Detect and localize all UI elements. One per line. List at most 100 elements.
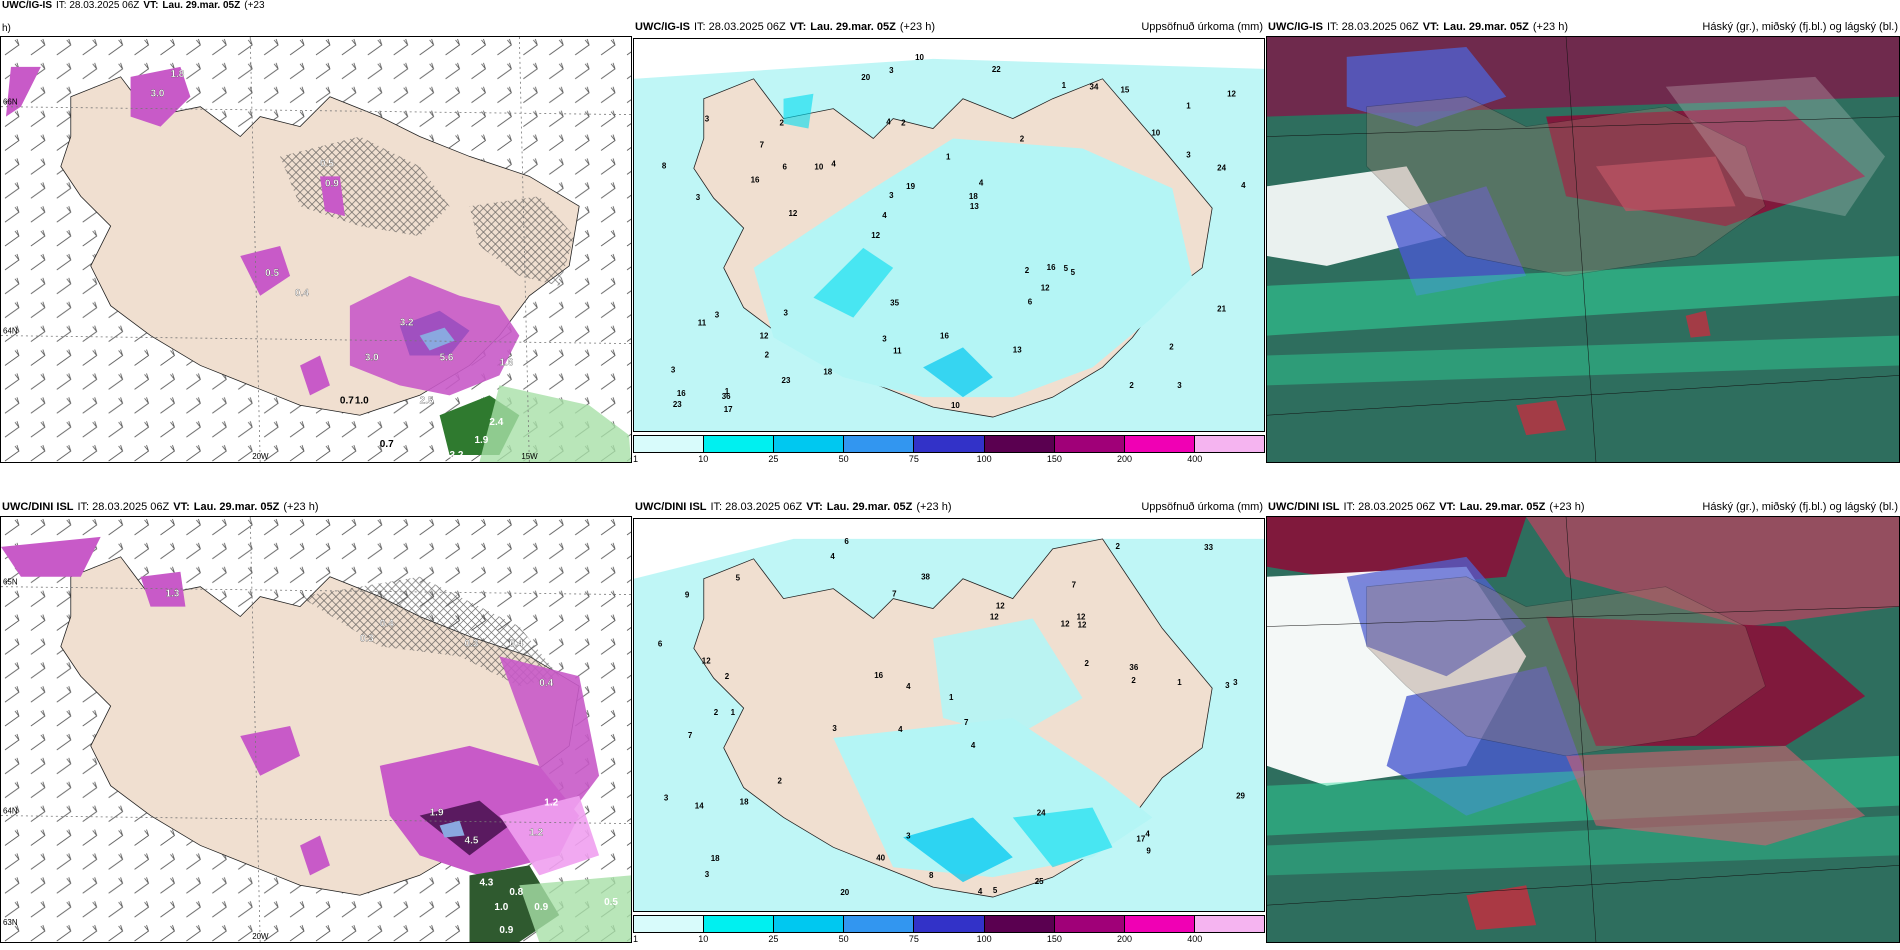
valid-time: Lau. 29.mar. 05Z <box>826 501 913 513</box>
map-canvas[interactable]: 3.0 1.8 0.5 0.9 0.5 0.4 3.0 3.2 5.6 1.6 … <box>0 36 632 463</box>
legend-tick-label: 150 <box>1046 454 1062 464</box>
legend-tick-label: 75 <box>908 454 919 464</box>
lon-label: 20W <box>252 932 269 941</box>
snow-value-label: 0.7 <box>340 395 354 406</box>
legend-swatch <box>984 916 1055 932</box>
lead-time: (+23 h) <box>899 21 936 33</box>
precip-value-label: 7 <box>964 718 969 727</box>
precip-value-label: 7 <box>688 731 693 740</box>
precip-value-label: 5 <box>736 574 741 583</box>
precip-value-label: 17 <box>724 405 733 414</box>
precip-value-label: 12 <box>1078 620 1087 629</box>
valid-label: VT: <box>173 501 190 513</box>
issue-time: IT: 28.03.2025 06Z <box>1343 501 1436 513</box>
map-canvas[interactable] <box>1266 36 1900 463</box>
snow-value-label: 0.8 <box>509 887 523 898</box>
precip-value-label: 16 <box>940 331 949 340</box>
snow-value-label: 1.0 <box>355 395 369 406</box>
legend-swatch <box>774 436 845 452</box>
legend-tick-label: 100 <box>976 934 992 944</box>
precip-value-label: 22 <box>992 65 1001 74</box>
precip-value-label: 6 <box>783 162 788 171</box>
precip-value-label: 2 <box>778 777 783 786</box>
legend-swatch <box>1124 436 1195 452</box>
precip-value-label: 10 <box>814 162 823 171</box>
precip-value-label: 18 <box>740 798 749 807</box>
lon-label: 15W <box>521 452 538 461</box>
precip-value-label: 12 <box>871 231 880 240</box>
issue-time: IT: 28.03.2025 06Z <box>710 501 803 513</box>
precip-value-label: 2 <box>1085 659 1090 668</box>
lat-label: 64N <box>3 327 18 336</box>
panel-header: UWC/DINI ISL IT: 28.03.2025 06Z VT: Lau.… <box>0 496 632 518</box>
legend-swatch <box>1054 436 1125 452</box>
precip-value-label: 3 <box>696 193 701 202</box>
legend-swatch <box>844 916 915 932</box>
map-canvas[interactable] <box>1266 516 1900 943</box>
map-canvas[interactable]: 6 7 3 4 4 1 9 12 7 12 1 3 4 3 4 5 3 2 2 2 2 2 3 1 3 12 4 2 4 14 17 12 18… <box>633 518 1265 912</box>
panel-header: UWC/IG-IS IT: 28.03.2025 06Z VT: Lau. 29… <box>1266 16 1900 38</box>
precip-value-label: 2 <box>901 119 906 128</box>
precip-value-label: 3 <box>889 191 894 200</box>
precip-value-label: 1 <box>949 693 954 702</box>
precip-value-label: 1 <box>1177 678 1182 687</box>
precip-value-label: 12 <box>1041 284 1050 293</box>
map-canvas[interactable]: 1.3 0.4 0.3 0.4 0.3 0.4 1.9 1.2 4.5 1.0 … <box>0 516 632 943</box>
model-name: UWC/IG-IS <box>2 0 52 11</box>
panel-bottom-right-clouds: UWC/DINI ISL IT: 28.03.2025 06Z VT: Lau.… <box>1266 480 1900 950</box>
legend-tick-label: 200 <box>1117 454 1133 464</box>
snow-value-label: 0.4 <box>539 678 553 689</box>
precip-value-label: 12 <box>1227 90 1236 99</box>
precip-value-label: 20 <box>840 888 849 897</box>
legend-swatch <box>984 436 1055 452</box>
precip-value-label: 4 <box>882 211 887 220</box>
valid-time: Lau. 29.mar. 05Z <box>1459 501 1546 513</box>
precip-value-label: 6 <box>1028 298 1033 307</box>
legend-tick-label: 1 <box>633 934 639 944</box>
precip-value-label: 3 <box>1186 150 1191 159</box>
precip-value-label: 8 <box>662 161 667 170</box>
valid-time: Lau. 29.mar. 05Z <box>193 501 280 513</box>
snow-value-label: 0.9 <box>325 178 339 189</box>
valid-label: VT: <box>806 501 823 513</box>
lat-label: 63N <box>3 918 18 927</box>
precip-value-label: 11 <box>698 319 707 328</box>
precip-value-label: 23 <box>782 376 791 385</box>
legend-tick-label: 100 <box>976 454 992 464</box>
precip-value-label: 20 <box>861 73 870 82</box>
valid-time: Lau. 29.mar. 05Z <box>1443 21 1529 33</box>
legend-tick-label: 50 <box>838 454 849 464</box>
precip-value-label: 19 <box>906 182 915 191</box>
lead-time: (+23 h) <box>1549 501 1585 513</box>
precip-value-label: 13 <box>1013 345 1022 354</box>
issue-time: IT: 28.03.2025 06Z <box>694 21 786 33</box>
lead-time-unit: h) <box>2 23 11 34</box>
snow-value-label: 3.2 <box>400 318 414 329</box>
precip-value-label: 3 <box>705 115 710 124</box>
panel-bottom-mid-precip: UWC/DINI ISL IT: 28.03.2025 06Z VT: Lau.… <box>633 480 1265 950</box>
precip-value-label: 7 <box>892 590 897 599</box>
precip-value-label: 10 <box>915 53 924 62</box>
precip-value-label: 35 <box>890 299 899 308</box>
panel-header: UWC/IG-IS IT: 28.03.2025 06Z VT: Lau. 29… <box>0 0 632 24</box>
precip-value-label: 29 <box>1236 792 1245 801</box>
model-name: UWC/DINI ISL <box>635 501 707 513</box>
lead-time: (+23 h) <box>916 501 952 513</box>
precip-value-label: 14 <box>695 802 704 811</box>
precip-value-label: 12 <box>760 331 769 340</box>
precip-value-label: 6 <box>658 639 663 648</box>
product-name: Uppsöfnuð úrkoma (mm) <box>1141 501 1263 513</box>
precip-value-label: 1 <box>1062 81 1067 90</box>
legend-tick-label: 400 <box>1187 454 1203 464</box>
precip-value-label: 18 <box>823 367 832 376</box>
valid-label: VT: <box>789 21 807 33</box>
precip-legend: 1 10 25 50 75 100 150 200 400 <box>633 435 1265 465</box>
snow-value-label: 0.5 <box>265 268 279 279</box>
precip-value-label: 2 <box>1025 266 1030 275</box>
precip-value-label: 34 <box>1090 83 1099 92</box>
snow-value-label: 5.6 <box>440 352 454 363</box>
precip-value-label: 3 <box>705 870 710 879</box>
precip-value-label: 1 <box>731 708 736 717</box>
snow-value-label: 4.5 <box>465 835 479 846</box>
map-canvas[interactable]: 3 3 1 12 2 1 4 1 3 4 3 2 2 4 5 3 3 4 2 3 4 3 3 2 1 3 2 2 5 10 10 16 6 23 2… <box>633 38 1265 432</box>
